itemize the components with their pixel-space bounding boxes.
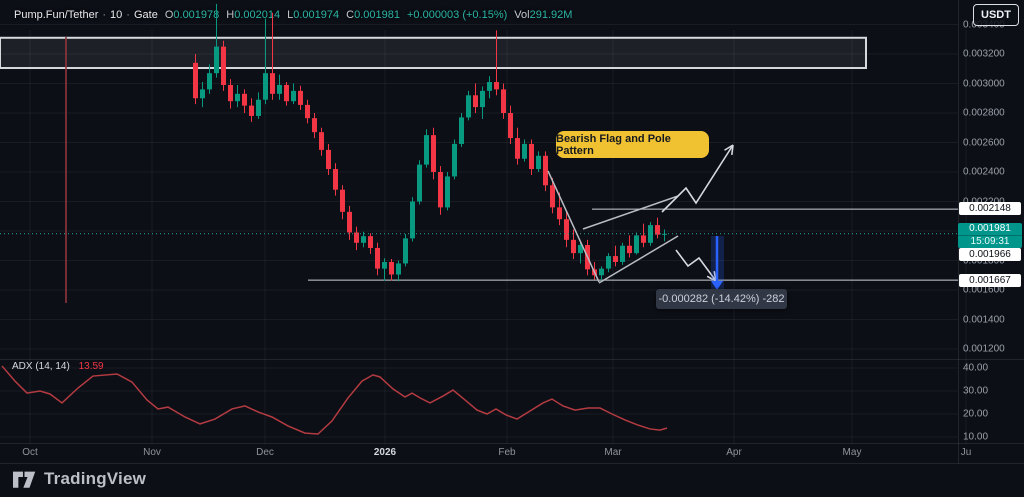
price-axis-currency-button[interactable]: USDT xyxy=(973,4,1019,26)
tradingview-logo-icon xyxy=(13,471,36,488)
adx-indicator-name[interactable]: ADX (14, 14) xyxy=(12,361,70,372)
open-letter: O xyxy=(164,9,174,21)
price-level-label-resistance[interactable]: 0.002148 xyxy=(959,202,1021,215)
tradingview-logo-text: TradingView xyxy=(44,468,147,488)
low-letter: L xyxy=(287,9,294,21)
bar-countdown: 15:09:31 xyxy=(958,235,1022,248)
price-level-label-support[interactable]: 0.001667 xyxy=(959,274,1021,287)
adx-axis-label: 30.00 xyxy=(963,385,989,397)
symbol-legend[interactable]: Pump.Fun/Tether · 10 · Gate O 0.001978 H… xyxy=(14,9,572,21)
adx-indicator-legend[interactable]: ADX (14, 14) 13.59 xyxy=(12,361,104,372)
legend-separator: · xyxy=(126,9,130,21)
close-value: 0.001981 xyxy=(354,9,400,21)
price-level-label-alert[interactable]: 0.001966 xyxy=(959,248,1021,261)
open-value: 0.001978 xyxy=(173,9,220,21)
volume-letter: Vol xyxy=(514,9,530,21)
exchange-label: Gate xyxy=(133,9,158,21)
price-axis-label: 0.003200 xyxy=(963,48,1005,60)
adx-indicator-value: 13.59 xyxy=(78,361,104,372)
adx-axis-label: 10.00 xyxy=(963,431,989,443)
price-axis-label: 0.002200 xyxy=(963,196,1005,207)
time-axis-label: Oct xyxy=(22,447,38,458)
close-letter: C xyxy=(346,9,355,21)
current-price-label[interactable]: 0.001981 15:09:31 xyxy=(958,223,1022,248)
price-axis-label: 0.003000 xyxy=(963,78,1005,89)
high-value: 0.002014 xyxy=(234,9,281,21)
measure-tooltip: -0.000282 (-14.42%) -282 xyxy=(656,289,787,309)
price-axis-label: 0.001400 xyxy=(963,314,1005,325)
adx-axis-label: 40.00 xyxy=(963,362,989,374)
low-value: 0.001974 xyxy=(293,9,340,21)
price-axis-label: 0.001600 xyxy=(963,284,1005,296)
change-value: +0.000003 (+0.15%) xyxy=(406,9,508,21)
time-axis-label: Nov xyxy=(143,447,161,458)
price-axis-label: 0.002400 xyxy=(963,166,1005,178)
time-axis-label: Feb xyxy=(498,447,516,458)
interval-label[interactable]: 10 xyxy=(110,9,123,21)
high-letter: H xyxy=(226,9,235,21)
time-axis-label: May xyxy=(842,447,862,458)
symbol-title[interactable]: Pump.Fun/Tether xyxy=(14,9,99,21)
time-axis-label: Ju xyxy=(960,447,972,458)
time-axis-label: Apr xyxy=(726,447,742,458)
current-price-value: 0.001981 xyxy=(969,223,1011,234)
legend-separator: · xyxy=(102,9,107,21)
tradingview-logo[interactable]: TradingView xyxy=(13,467,146,490)
price-axis-label: 0.002800 xyxy=(963,107,1005,119)
price-axis-label: 0.001200 xyxy=(963,343,1005,355)
time-axis-label: Mar xyxy=(604,447,622,458)
pattern-callout[interactable]: Bearish Flag and Pole Pattern xyxy=(556,131,709,158)
time-axis-label: Dec xyxy=(256,447,274,458)
volume-value: 291.92M xyxy=(529,9,573,21)
adx-axis-label: 20.00 xyxy=(963,408,989,420)
time-axis-label: 2026 xyxy=(373,447,397,458)
price-axis-label: 0.002600 xyxy=(963,137,1005,148)
